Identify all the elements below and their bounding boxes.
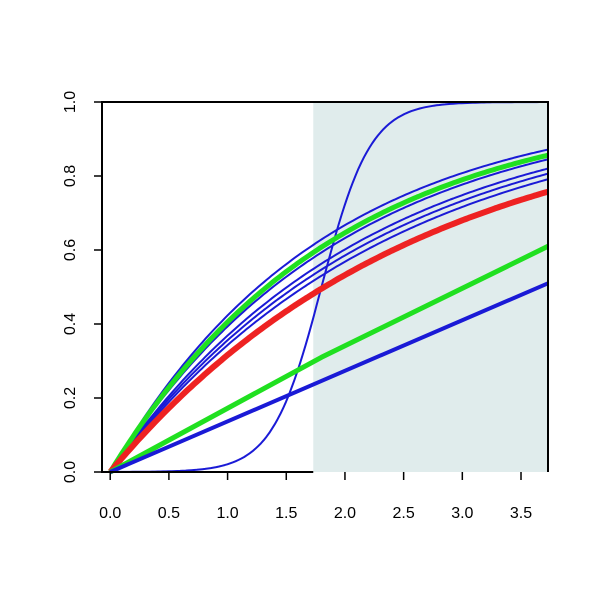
series-layer	[108, 101, 550, 475]
x-tick-label: 1.0	[216, 505, 238, 522]
y-tick-label: 0.8	[62, 165, 79, 187]
x-axis: 0.0 0.5 1.0 1.5 2.0 2.5 3.0 3.5	[99, 472, 532, 522]
y-tick-label: 0.0	[62, 461, 79, 483]
y-tick-label: 0.6	[62, 239, 79, 261]
series-line-8	[108, 188, 549, 474]
x-tick-label: 2.0	[334, 505, 356, 522]
x-tick-label: 0.5	[158, 505, 180, 522]
series-line-6	[109, 178, 549, 473]
series-line-5	[109, 172, 549, 473]
y-tick-label: 0.2	[62, 387, 79, 409]
y-tick-label: 0.4	[62, 313, 79, 335]
x-tick-label: 0.0	[99, 505, 121, 522]
series-line-7	[108, 152, 549, 474]
y-axis: 0.0 0.2 0.4 0.6 0.8 1.0	[62, 91, 102, 483]
series-line-9	[109, 244, 550, 475]
x-tick-label: 3.5	[510, 505, 532, 522]
series-line-4	[109, 167, 549, 473]
x-tick-label: 2.5	[393, 505, 415, 522]
y-tick-label: 1.0	[62, 91, 79, 113]
series-line-2	[109, 148, 549, 473]
x-tick-label: 3.0	[451, 505, 473, 522]
series-line-10	[109, 281, 549, 474]
x-tick-label: 1.5	[275, 505, 297, 522]
